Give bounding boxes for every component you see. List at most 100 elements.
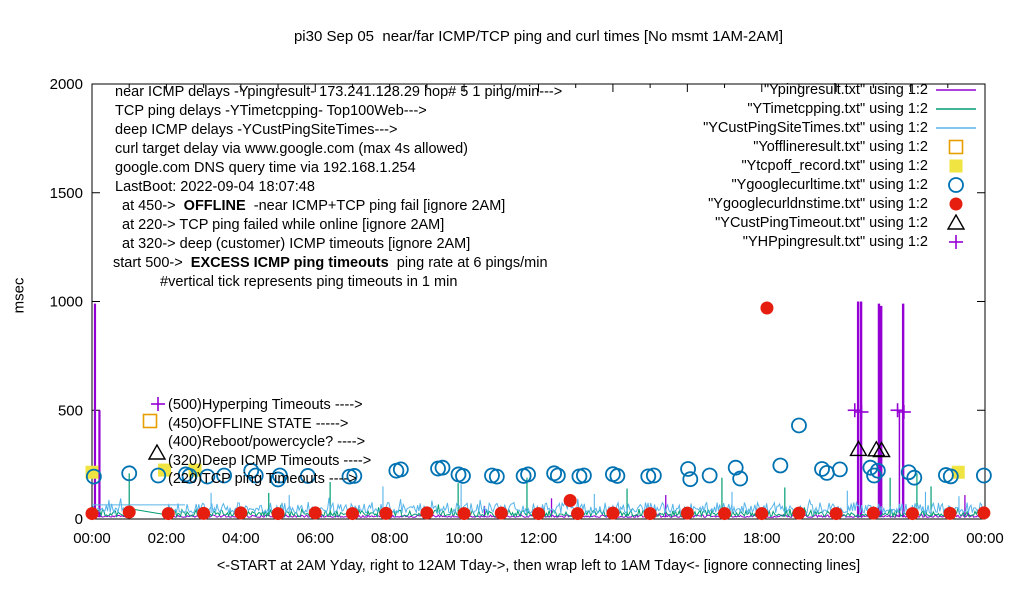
x-tick-label: 02:00 (148, 530, 186, 547)
open-triangle-marker (147, 443, 167, 460)
x-tick-label: 14:00 (594, 530, 632, 547)
open-circle-marker (216, 467, 232, 484)
open-circle-marker (341, 468, 358, 485)
open-circle-marker (640, 468, 657, 485)
x-tick-label: 04:00 (222, 530, 260, 547)
corner-annotation-line: start 500-> EXCESS ICMP ping timeouts pi… (113, 255, 548, 271)
level-annotation-label: (220)TCP ping Timeouts ----> (168, 471, 357, 487)
legend-swatch (949, 234, 963, 249)
filled-circle-marker (308, 506, 322, 520)
level-annotation-label: (320)Deep ICMP Timeouts ----> (168, 452, 372, 469)
open-circle-marker (906, 469, 923, 486)
filled-circle-marker (866, 506, 880, 520)
filled-square-marker (951, 465, 965, 479)
corner-annotation-line: curl target delay via www.google.com (ma… (115, 141, 468, 157)
open-circle-marker (455, 468, 471, 484)
open-circle-marker (680, 461, 696, 477)
filled-circle-marker (85, 507, 99, 521)
y-tick-label: 0 (75, 511, 83, 528)
open-circle-marker (520, 466, 536, 483)
open-circle-marker (392, 461, 409, 478)
open-circle-marker (791, 417, 807, 434)
near_icmp_ping-line (91, 514, 130, 518)
legend: "Ypingresult.txt" using 1:2 "YTimetcpping… (640, 80, 980, 251)
open-circle-marker (434, 459, 451, 476)
x-tick-label: 22:00 (892, 530, 930, 547)
legend-label: "YCustPingTimeout.txt" using 1:2 (715, 214, 928, 231)
legend-row: "YCustPingSiteTimes.txt" using 1:2 (640, 118, 980, 137)
corner-annotation-line: at 220-> TCP ping failed while online [i… (122, 217, 445, 233)
legend-swatch (949, 197, 963, 210)
legend-label: "Ypingresult.txt" using 1:2 (764, 81, 928, 98)
open-circle-marker (243, 462, 260, 479)
open-circle-marker (549, 467, 566, 484)
y-tick-label: 1500 (50, 185, 83, 202)
legend-row: "Ygooglecurldnstime.txt" using 1:2 (640, 194, 980, 213)
filled-circle-marker (680, 506, 694, 520)
filled-circle-marker (977, 506, 991, 520)
open-circle-marker (727, 459, 744, 476)
open-circle-marker (299, 468, 316, 484)
corner-annotation-line: #vertical tick represents ping timeouts … (160, 274, 458, 290)
legend-label: "Ytcpoff_record.txt" using 1:2 (741, 157, 928, 174)
open-circle-marker (900, 464, 917, 481)
corner-annotation-block: near ICMP delays -Ypingresult- 173.241.1… (113, 83, 562, 292)
open-circle-marker (682, 471, 699, 488)
filled-circle-marker (943, 506, 957, 520)
open-circle-marker (488, 468, 505, 485)
open-circle-marker (831, 461, 848, 478)
open-circle-marker (199, 468, 216, 485)
filled-circle-marker (197, 506, 211, 520)
tcp_ping-line (91, 509, 130, 518)
filled-circle-marker (718, 507, 732, 521)
filled-circle-marker (829, 507, 843, 521)
corner-annotation-line: at 320-> deep (customer) ICMP timeouts [… (122, 236, 471, 252)
legend-swatch (948, 139, 964, 154)
filled-circle-marker (420, 506, 434, 520)
y-tick-label: 500 (58, 402, 83, 419)
corner-annotation-line: LastBoot: 2022-09-04 18:07:48 (115, 179, 315, 195)
open-circle-marker (862, 459, 879, 476)
deep_icmp_custsites-line (91, 498, 131, 515)
level-annotation-label: (450)OFFLINE STATE -----> (168, 415, 349, 432)
chart-title: pi30 Sep 05 near/far ICMP/TCP ping and c… (293, 28, 784, 45)
x-tick-label: 20:00 (817, 530, 855, 547)
corner-annotation-line: deep ICMP delays -YCustPingSiteTimes---> (115, 122, 398, 138)
filled-circle-marker (345, 507, 359, 521)
open-circle-marker (975, 467, 992, 484)
x-tick-label: 12:00 (520, 530, 558, 547)
x-axis-caption: <-START at 2AM Yday, right to 12AM Tday-… (216, 558, 861, 574)
filled-circle-marker (792, 506, 806, 520)
filled-circle-marker (494, 506, 508, 520)
filled-circle-marker (161, 507, 175, 521)
y-tick-label: 2000 (50, 76, 83, 93)
filled-square-marker (158, 463, 172, 477)
tcp_ping-connecting-line (129, 508, 169, 516)
open-circle-marker (150, 467, 167, 484)
level-annotation-label: (400)Reboot/powercycle? ----> (168, 434, 366, 450)
legend-row: "YTimetcpping.txt" using 1:2 (640, 99, 980, 118)
filled-circle-marker (643, 507, 657, 521)
legend-row: "YCustPingTimeout.txt" using 1:2 (640, 213, 980, 232)
legend-label: "YHPpingresult.txt" using 1:2 (742, 233, 928, 250)
open-circle-marker (866, 467, 883, 484)
open-circle-marker (85, 468, 102, 485)
open-circle-marker (772, 457, 789, 474)
open-circle-marker (645, 467, 662, 484)
open-circle-marker (701, 467, 718, 484)
legend-row: "Yofflineresult.txt" using 1:2 (640, 137, 980, 156)
legend-row: "Ypingresult.txt" using 1:2 (640, 80, 980, 99)
corner-annotation-line: TCP ping delays -YTimetcpping- Top100Web… (115, 103, 427, 119)
open-triangle-marker (946, 213, 966, 230)
open-square-marker (142, 413, 158, 429)
open-circle-marker (609, 468, 626, 484)
x-tick-label: 18:00 (743, 530, 781, 547)
open-triangle-marker (849, 439, 868, 457)
filled-circle-marker (606, 506, 620, 520)
x-tick-label: 00:00 (966, 530, 1004, 547)
open-square-marker (948, 139, 964, 154)
legend-label: "Yofflineresult.txt" using 1:2 (753, 138, 928, 155)
open-circle-marker (575, 467, 592, 484)
open-circle-marker (869, 462, 886, 479)
